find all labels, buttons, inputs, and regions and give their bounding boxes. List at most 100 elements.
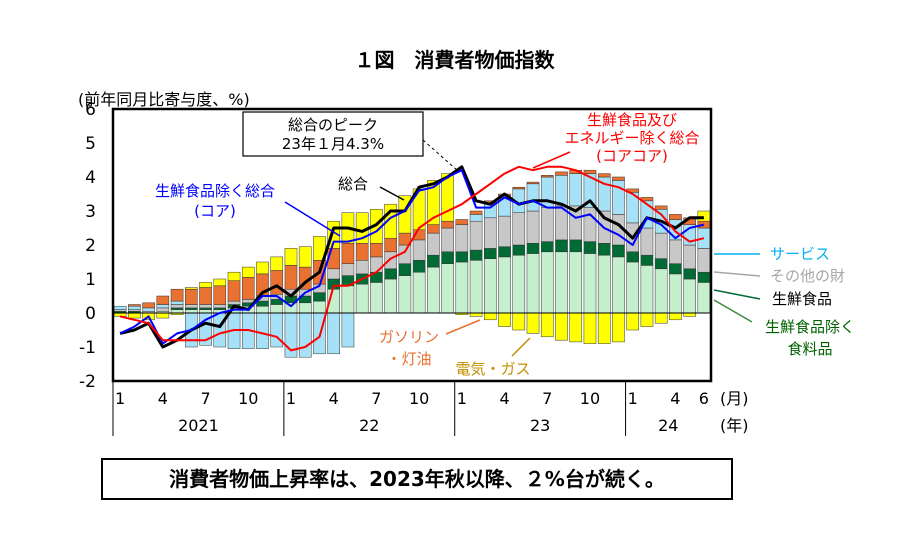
bar-food_ex_fresh (412, 271, 426, 314)
bar-fresh_food (469, 249, 483, 261)
bar-energy_electricity_gas (156, 312, 170, 319)
bar-other_goods (156, 307, 170, 312)
bar-energy_electricity_gas (540, 312, 554, 338)
x-tick-label: 1 (115, 389, 125, 408)
x-tick-label: 1 (286, 389, 296, 408)
y-tick-label: 6 (85, 100, 96, 120)
x-tick-label: 7 (371, 389, 381, 408)
bar-energy_gasoline (612, 176, 625, 181)
bar-other_goods (327, 268, 340, 280)
bar-other_goods (170, 304, 184, 309)
bar-food_ex_fresh (569, 251, 583, 314)
gasoline-arrow (445, 319, 481, 335)
bar-other_goods (526, 210, 540, 244)
bar-fresh_food (697, 271, 711, 283)
bar-food_ex_fresh (612, 256, 625, 314)
bar-food_ex_fresh (441, 263, 454, 314)
bar-fresh_food (569, 239, 583, 253)
bar-food_ex_fresh (555, 251, 568, 314)
bar-fresh_food (612, 244, 625, 258)
bar-fresh_food (313, 292, 326, 302)
bar-food_ex_fresh (455, 261, 469, 314)
bar-energy_gasoline (555, 171, 568, 176)
bar-energy_gasoline (370, 243, 383, 258)
bar-food_ex_fresh (256, 305, 269, 314)
bar-other_goods (512, 212, 526, 246)
bar-fresh_food (199, 307, 212, 310)
bar-energy_electricity_gas (185, 287, 198, 290)
bar-energy_gasoline (540, 175, 554, 178)
peak-callout-leader (422, 139, 459, 172)
bar-fresh_food (597, 243, 611, 256)
bar-energy_gasoline (341, 243, 355, 264)
bar-food_ex_fresh (498, 256, 511, 314)
plot-frame (111, 107, 713, 383)
bar-other_goods (540, 207, 554, 242)
x-year-label: 2021 (178, 416, 219, 435)
bar-services (469, 214, 483, 222)
bar-fresh_food (384, 268, 397, 280)
bar-other_goods (455, 224, 469, 253)
x-tick-label: 7 (200, 389, 210, 408)
bar-energy_electricity_gas (583, 312, 597, 344)
bar-food_ex_fresh (469, 260, 483, 314)
bar-food_ex_fresh (341, 285, 355, 314)
bar-energy_electricity_gas (256, 261, 269, 275)
x-tick-label: 10 (580, 389, 600, 408)
bar-fresh_food (398, 263, 412, 276)
x-tick-label: 7 (542, 389, 552, 408)
bar-services (526, 183, 540, 212)
bar-other_goods (669, 239, 682, 264)
food-ex-fresh-label: 食料品 (787, 340, 832, 358)
bar-services (170, 300, 184, 305)
bar-other_goods (370, 256, 383, 273)
bar-food_ex_fresh (683, 278, 696, 314)
bar-energy_gasoline (284, 265, 298, 290)
x-year-unit: (年) (720, 416, 749, 435)
bar-food_ex_fresh (199, 309, 212, 314)
core-arrow (284, 201, 341, 237)
bar-fresh_food (427, 254, 440, 268)
bar-food_ex_fresh (583, 253, 597, 314)
x-tick-label: 1 (628, 389, 638, 408)
bar-services (142, 307, 155, 312)
bar-energy_gasoline (384, 237, 397, 253)
y-axis-label: (前年同月比寄与度、%) (78, 90, 250, 109)
bar-fresh_food (256, 300, 269, 307)
bar-food_ex_fresh (640, 265, 654, 314)
bar-services (569, 173, 583, 207)
bar-services (156, 304, 170, 309)
food-ex-fresh-arrow (713, 299, 753, 323)
x-tick-label: 4 (158, 389, 168, 408)
bar-energy_electricity_gas (213, 278, 227, 287)
bar-other_goods (498, 215, 511, 247)
y-tick-label: 3 (85, 202, 96, 222)
bar-food_ex_fresh (484, 258, 497, 314)
bar-energy_gasoline (597, 173, 611, 178)
bar-services (341, 312, 355, 348)
bar-energy_gasoline (213, 285, 227, 305)
bar-food_ex_fresh (313, 300, 326, 314)
bar-energy_electricity_gas (654, 312, 668, 324)
y-tick-label: -2 (79, 372, 96, 392)
x-tick-label: 4 (499, 389, 509, 408)
core-core-line-label: 生鮮食品及び (587, 111, 677, 129)
bar-energy_electricity_gas (427, 180, 440, 225)
bar-fresh_food (540, 241, 554, 253)
bar-energy_electricity_gas (241, 266, 255, 278)
bar-food_ex_fresh (370, 282, 383, 314)
bar-energy_electricity_gas (284, 248, 298, 266)
bar-fresh_food (185, 307, 198, 310)
bar-fresh_food (555, 239, 568, 253)
bar-energy_electricity_gas (199, 282, 212, 288)
bar-energy_gasoline (455, 219, 469, 225)
food-ex-fresh-label: 生鮮食品除く (765, 318, 855, 336)
bar-other_goods (484, 217, 497, 249)
bar-food_ex_fresh (270, 304, 284, 314)
bar-fresh_food (498, 246, 511, 258)
x-year-label: 23 (530, 416, 550, 435)
bar-food_ex_fresh (298, 302, 312, 314)
bar-food_ex_fresh (185, 309, 198, 314)
bar-fresh_food (669, 263, 682, 275)
